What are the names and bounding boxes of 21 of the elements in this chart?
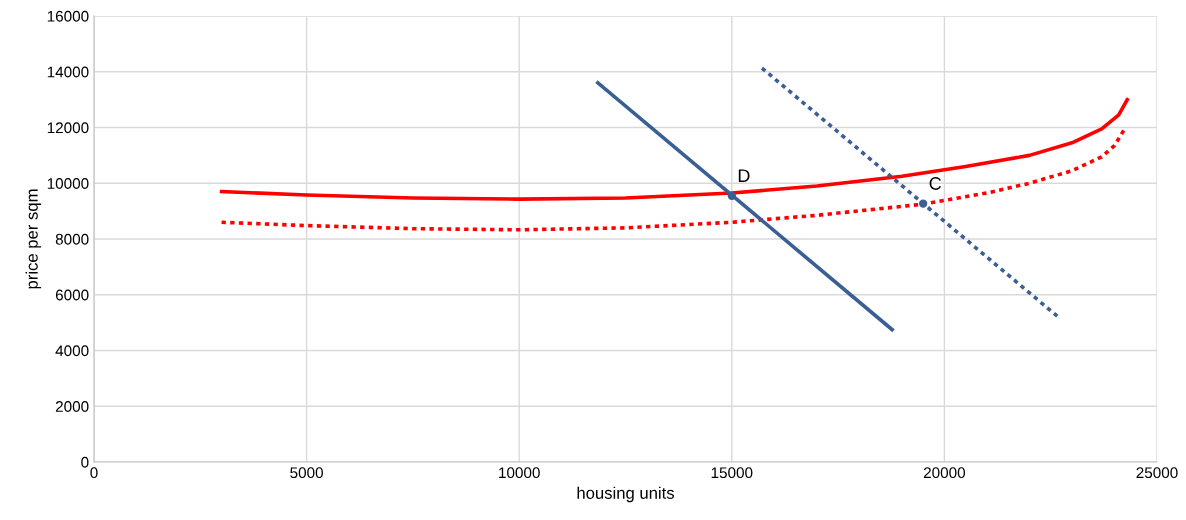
x-tick-label: 20000	[923, 467, 966, 479]
y-tick-label: 2000	[55, 401, 89, 412]
x-tick-label: 10000	[499, 467, 540, 479]
y-tick-label: 14000	[47, 66, 89, 78]
x-tick-label: 25000	[1136, 467, 1178, 479]
y-tick-label: 10000	[47, 178, 89, 189]
x-tick-label: 15000	[711, 467, 753, 479]
line-series	[219, 97, 1130, 201]
x-axis-title: housing units	[577, 486, 675, 503]
x-tick-label: 5000	[290, 467, 323, 479]
y-tick-label: 8000	[55, 233, 89, 245]
y-tick-label: 0	[81, 456, 89, 468]
line-series	[219, 128, 1126, 232]
y-tick-label: 4000	[55, 345, 89, 357]
y-tick-label: 6000	[55, 289, 89, 301]
y-axis-title: price per sqm	[25, 189, 42, 289]
annotation: D	[738, 169, 750, 182]
y-tick-label: 12000	[47, 122, 89, 134]
y-tick-label: 16000	[47, 10, 89, 22]
x-tick-label: 0	[90, 467, 98, 479]
annotation: C	[929, 177, 942, 190]
